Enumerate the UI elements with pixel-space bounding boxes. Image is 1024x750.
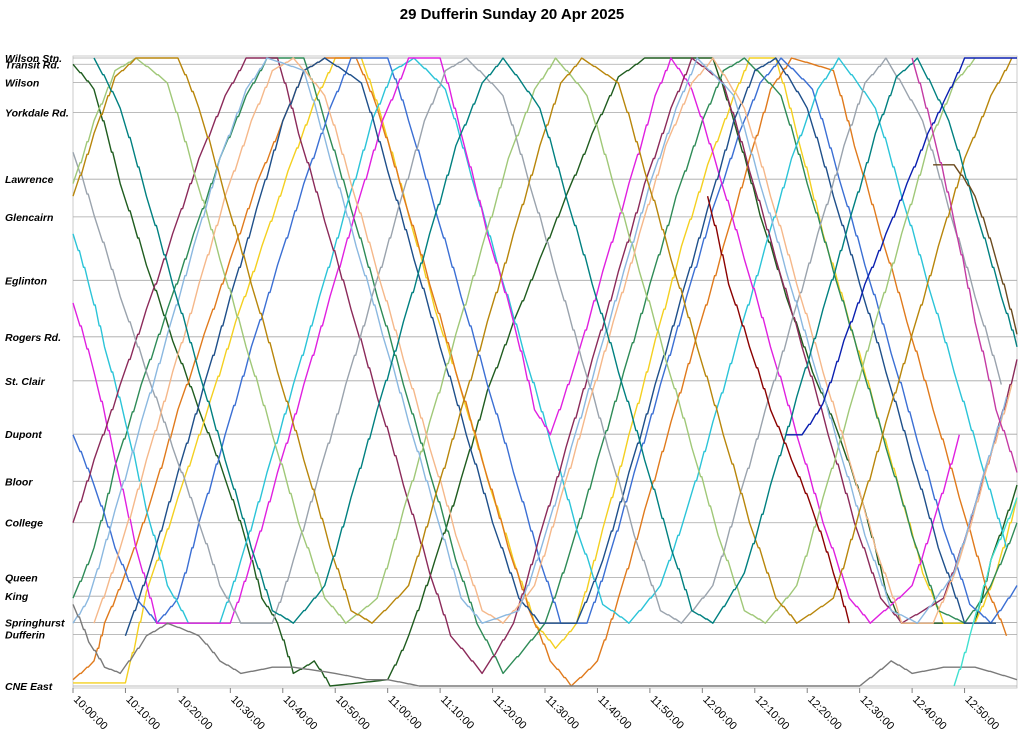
stop-label: Queen [5, 572, 38, 584]
stop-label: Glencairn [5, 212, 53, 224]
stop-label: Wilson Stn. [5, 53, 62, 65]
stop-labels: Wilson Stn.Transit Rd. Wilson Yorkdale Rd.… [5, 53, 69, 693]
trip-line-10 [72, 57, 1002, 624]
x-tick-label: 10:00:00 [71, 694, 110, 733]
stop-label: College [5, 518, 43, 530]
x-tick-label: 12:00:00 [700, 694, 739, 733]
stop-label: Wilson [5, 77, 39, 89]
x-tick-label: 11:10:00 [438, 694, 476, 732]
trip-line-9 [124, 57, 996, 637]
stop-label: St. Clair [5, 376, 46, 388]
stop-label: Dufferin [5, 630, 45, 642]
trip-line-2 [73, 57, 1018, 684]
stop-label: Dupont [5, 429, 42, 441]
x-tick-label: 10:50:00 [333, 694, 372, 733]
x-tick-label: 12:10:00 [753, 694, 792, 733]
trip-line-8 [72, 57, 1018, 675]
stop-label: Eglinton [5, 275, 47, 287]
x-tick-label: 10:30:00 [228, 694, 267, 733]
x-tick-label: 11:40:00 [595, 694, 633, 732]
x-tick-label: 12:50:00 [962, 694, 1001, 733]
trip-line-14 [72, 57, 1013, 624]
x-tick-label: 10:10:00 [123, 694, 162, 733]
stop-label: Bloor [5, 476, 33, 488]
trip-line-12 [93, 57, 1013, 624]
x-tick-label: 12:40:00 [910, 694, 949, 733]
trip-line-1 [72, 57, 1018, 687]
trip-line-15 [93, 57, 1018, 624]
x-tick-label: 11:50:00 [648, 694, 686, 732]
trip-lines [72, 57, 1018, 687]
stop-label: Springhurst [5, 618, 65, 630]
trip-line-11 [72, 57, 976, 624]
stop-label: Lawrence [5, 174, 54, 186]
trip-line-16 [786, 57, 1017, 436]
stop-label: King [5, 591, 29, 603]
trip-line-5 [72, 57, 1018, 624]
x-tick-label: 12:20:00 [805, 694, 844, 733]
x-tick-label: 10:40:00 [281, 694, 320, 733]
x-tick-label: 11:00:00 [386, 694, 424, 732]
x-tick-label: 11:20:00 [490, 694, 528, 732]
stop-label: Yorkdale Rd. [5, 108, 69, 120]
trip-line-7 [72, 57, 960, 624]
trip-line-20 [911, 57, 1018, 473]
x-tick-label: 11:30:00 [543, 694, 581, 732]
chart-title: 29 Dufferin Sunday 20 Apr 2025 [399, 6, 625, 23]
trip-line-19 [72, 604, 1018, 687]
stop-gridlines [73, 57, 1017, 687]
plot-border [72, 55, 1018, 689]
time-tick-labels: 10:00:00 10:10:00 10:20:00 10:30:00 10:40:00… [71, 688, 1001, 732]
stop-label: Rogers Rd. [5, 332, 61, 344]
trip-line-18 [933, 164, 1018, 335]
trip-line-13 [72, 57, 1008, 624]
trip-line-21 [953, 497, 1018, 687]
stop-label: Transit Rd. [5, 59, 60, 71]
trip-line-17 [706, 196, 850, 624]
x-tick-label: 10:20:00 [176, 694, 215, 733]
stop-label: CNE East [5, 681, 53, 693]
x-tick-label: 12:30:00 [858, 694, 897, 733]
